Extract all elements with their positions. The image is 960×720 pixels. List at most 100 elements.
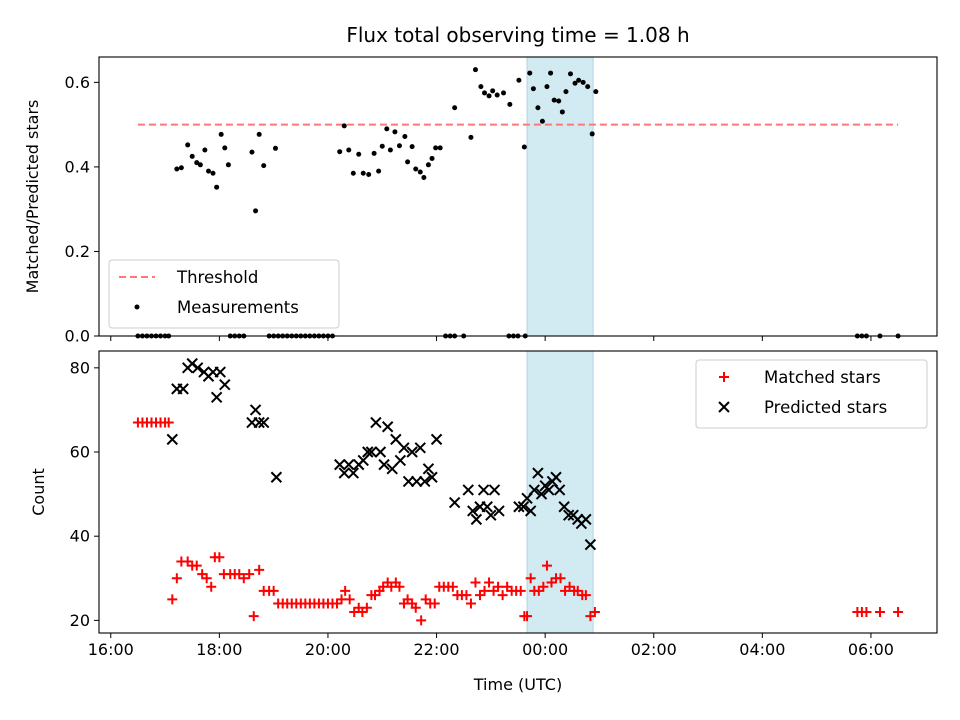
data-point [384, 126, 390, 132]
data-point [893, 606, 904, 617]
data-point [249, 149, 255, 155]
data-point [238, 573, 249, 584]
data-point [448, 496, 461, 509]
data-point [861, 606, 872, 617]
data-point [374, 446, 387, 458]
data-point [488, 484, 501, 496]
data-point [507, 101, 513, 107]
legend-label: Predicted stars [764, 398, 887, 417]
data-point [584, 538, 597, 551]
series-matched-stars [132, 417, 904, 626]
data-point [550, 471, 562, 483]
data-point [419, 475, 431, 488]
data-point [370, 416, 382, 429]
data-point [425, 162, 431, 168]
x-tick-label: 02:00 [631, 640, 677, 659]
axes-frame [98, 56, 938, 337]
data-point [429, 598, 440, 609]
data-point [539, 118, 545, 124]
data-point [244, 569, 255, 580]
data-point [405, 159, 411, 165]
y-tick-label: 20 [70, 611, 90, 630]
data-point [501, 90, 507, 96]
data-point [334, 458, 346, 471]
data-point [553, 484, 566, 496]
y-tick-label: 0.2 [65, 242, 90, 261]
x-tick-label: 16:00 [88, 640, 134, 659]
legend-label: Matched stars [764, 368, 881, 387]
data-point [371, 150, 377, 156]
data-point [191, 362, 204, 374]
data-point [452, 105, 458, 111]
data-point [562, 509, 575, 521]
data-point [426, 471, 438, 483]
data-point [268, 585, 279, 596]
data-point [379, 143, 385, 149]
data-point [163, 417, 174, 428]
data-point [580, 79, 586, 85]
data-point [548, 70, 554, 76]
x-tick-label: 06:00 [848, 640, 894, 659]
data-point [417, 169, 423, 175]
bottom-panel: 20 40 60 80 16:00 18:00 20:00 22:00 00:00 02:00 04… [29, 350, 938, 694]
data-point [191, 560, 202, 571]
data-point [189, 153, 195, 159]
data-point [346, 147, 352, 153]
data-point [585, 84, 591, 90]
data-point [465, 598, 476, 609]
x-tick-label: 22:00 [413, 640, 459, 659]
data-point [494, 92, 500, 98]
data-point [515, 585, 526, 596]
data-point [387, 147, 393, 153]
data-point [166, 433, 179, 446]
data-point [416, 615, 427, 626]
data-point [396, 143, 402, 149]
y-tick-label: 40 [70, 527, 90, 546]
data-point [521, 144, 527, 150]
data-point [461, 590, 472, 601]
data-point [178, 165, 184, 171]
x-tick-label: 20:00 [305, 640, 351, 659]
legend: Threshold Measurements [108, 259, 340, 329]
data-point [249, 404, 262, 416]
data-point [361, 602, 372, 613]
data-point [544, 84, 550, 90]
data-point [356, 151, 362, 157]
highlight-span [526, 56, 594, 337]
legend-handle [134, 304, 140, 310]
data-point [462, 484, 474, 496]
data-point [543, 484, 555, 496]
x-tick-label: 18:00 [196, 640, 242, 659]
data-point [222, 145, 228, 151]
data-point [482, 90, 488, 96]
data-point [344, 594, 355, 605]
legend-box [108, 259, 340, 329]
data-point [530, 86, 536, 92]
data-point [197, 162, 203, 168]
legend: Matched stars Predicted stars [695, 359, 928, 429]
data-point [874, 606, 885, 617]
data-point [362, 446, 374, 458]
data-point [409, 144, 415, 150]
data-point [470, 513, 483, 526]
data-point [589, 606, 600, 617]
data-point [270, 471, 283, 483]
data-point [535, 105, 541, 111]
y-tick-label: 60 [70, 443, 90, 462]
data-point [214, 552, 225, 563]
data-point [551, 97, 557, 103]
data-point [254, 564, 265, 575]
data-point [558, 501, 570, 513]
top-panel: 0.0 0.2 0.4 0.6 Matched/Predicted stars Thres… [23, 56, 938, 346]
data-point [218, 131, 224, 137]
data-point [366, 172, 372, 178]
data-point [485, 509, 497, 521]
data-point [580, 590, 591, 601]
data-point [479, 585, 490, 596]
data-point [516, 77, 522, 83]
data-point [338, 467, 350, 479]
data-point [478, 84, 484, 90]
data-point [177, 383, 189, 395]
data-point [394, 454, 407, 467]
y-tick-label: 0.0 [65, 327, 90, 346]
